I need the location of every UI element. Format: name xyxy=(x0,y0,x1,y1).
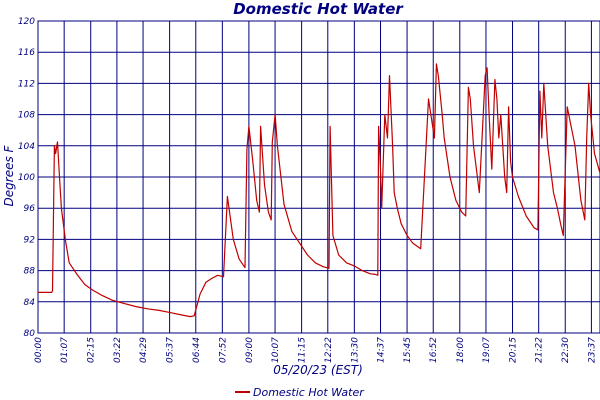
x-tick-label: 03:22 xyxy=(113,337,123,363)
x-tick-label: 07:52 xyxy=(218,337,228,363)
x-tick-label: 23:37 xyxy=(587,337,597,363)
y-axis: 80 84 88 92 96 100 104 108 112 116 120 xyxy=(18,17,35,339)
x-tick-label: 13:30 xyxy=(350,337,360,363)
y-tick-label: 84 xyxy=(24,298,36,308)
y-tick-label: 80 xyxy=(24,329,36,339)
y-tick-label: 96 xyxy=(24,204,36,214)
x-tick-label: 11:15 xyxy=(298,337,308,363)
x-tick-label: 04:29 xyxy=(139,337,149,363)
x-tick-label: 16:52 xyxy=(429,337,439,363)
y-tick-label: 92 xyxy=(24,235,36,245)
y-tick-label: 100 xyxy=(18,173,35,183)
y-tick-label: 108 xyxy=(18,111,35,121)
grid xyxy=(37,20,600,334)
y-tick-label: 116 xyxy=(18,48,35,58)
x-tick-label: 22:30 xyxy=(561,337,571,363)
y-tick-label: 104 xyxy=(18,142,35,152)
x-tick-label: 20:15 xyxy=(509,337,519,363)
x-tick-label: 05:37 xyxy=(166,337,176,363)
x-tick-label: 21:22 xyxy=(535,337,545,363)
x-axis: 00:00 01:07 02:15 03:22 04:29 05:37 06:44 07:52… xyxy=(34,337,597,363)
x-tick-label: 10:07 xyxy=(271,337,281,363)
y-tick-label: 112 xyxy=(18,79,35,89)
y-axis-title: Degrees F xyxy=(2,144,16,206)
series-layer xyxy=(38,63,600,318)
x-tick-label: 19:07 xyxy=(482,337,492,363)
x-tick-label: 02:15 xyxy=(87,337,97,363)
x-tick-label: 15:45 xyxy=(403,337,413,363)
y-tick-label: 88 xyxy=(24,267,36,277)
y-tick-label: 120 xyxy=(18,17,35,27)
legend: Domestic Hot Water xyxy=(235,386,365,399)
x-axis-title: 05/20/23 (EST) xyxy=(273,363,363,377)
x-tick-label: 06:44 xyxy=(192,337,202,363)
x-tick-label: 18:00 xyxy=(456,337,466,363)
x-tick-label: 09:00 xyxy=(245,337,255,363)
x-tick-label: 00:00 xyxy=(34,337,44,363)
x-tick-label: 14:37 xyxy=(377,337,387,363)
series-line xyxy=(38,63,600,318)
x-tick-label: 01:07 xyxy=(60,337,70,363)
x-tick-label: 12:22 xyxy=(324,337,334,363)
legend-label: Domestic Hot Water xyxy=(253,386,365,399)
chart-title: Domestic Hot Water xyxy=(233,0,404,18)
